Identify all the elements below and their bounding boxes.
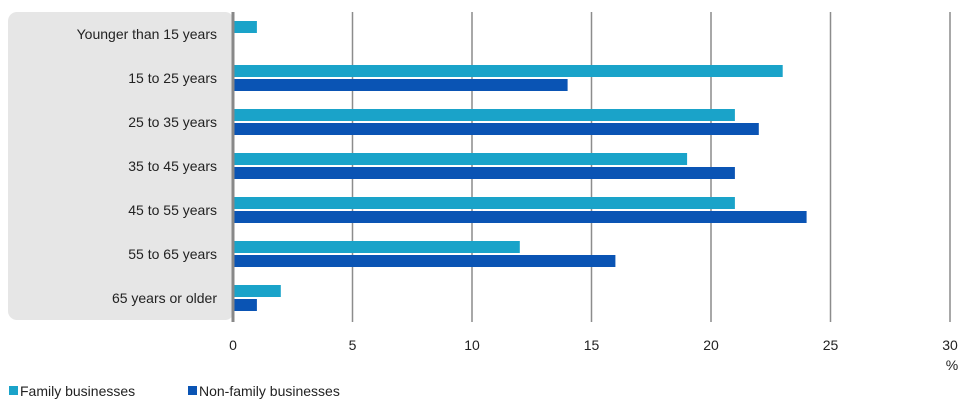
x-tick-label-15: 15 bbox=[584, 337, 600, 353]
x-tick-label-30: 30 bbox=[942, 337, 958, 353]
bar-non-family-businesses-55-to-65-years bbox=[234, 255, 616, 267]
bars bbox=[234, 21, 807, 311]
bar-family-businesses-45-to-55-years bbox=[234, 197, 735, 209]
category-label-younger-than-15-years: Younger than 15 years bbox=[77, 26, 217, 42]
bar-family-businesses-25-to-35-years bbox=[234, 109, 735, 121]
x-axis-unit-label: % bbox=[946, 357, 958, 373]
x-tick-label-5: 5 bbox=[349, 337, 357, 353]
x-axis-tick-labels: 0 5 10 15 20 25 30 bbox=[229, 337, 958, 353]
x-tick-label-20: 20 bbox=[703, 337, 719, 353]
bar-non-family-businesses-25-to-35-years bbox=[234, 123, 759, 135]
x-tick-label-10: 10 bbox=[464, 337, 480, 353]
category-label-35-to-45-years: 35 to 45 years bbox=[128, 158, 217, 174]
bar-family-businesses-55-to-65-years bbox=[234, 241, 520, 253]
bar-non-family-businesses-35-to-45-years bbox=[234, 167, 735, 179]
category-label-65-years-or-older: 65 years or older bbox=[112, 290, 217, 306]
bar-family-businesses-65-years-or-older bbox=[234, 285, 281, 297]
bar-non-family-businesses-15-to-25-years bbox=[234, 79, 568, 91]
bar-family-businesses-younger-than-15-years bbox=[234, 21, 257, 33]
category-labels: Younger than 15 years 15 to 25 years 25 to… bbox=[77, 26, 218, 306]
bar-non-family-businesses-65-years-or-older bbox=[234, 299, 257, 311]
category-label-45-to-55-years: 45 to 55 years bbox=[128, 202, 217, 218]
bar-family-businesses-35-to-45-years bbox=[234, 153, 688, 165]
legend-swatch-non-family-businesses bbox=[188, 386, 197, 395]
legend-swatch-family-businesses bbox=[9, 386, 18, 395]
category-label-panel bbox=[8, 12, 234, 320]
x-tick-label-25: 25 bbox=[823, 337, 839, 353]
bar-non-family-businesses-45-to-55-years bbox=[234, 211, 807, 223]
category-label-15-to-25-years: 15 to 25 years bbox=[128, 70, 217, 86]
x-tick-label-0: 0 bbox=[229, 337, 237, 353]
legend: Family businesses Non-family businesses bbox=[9, 383, 340, 399]
category-label-55-to-65-years: 55 to 65 years bbox=[128, 246, 217, 262]
legend-label-family-businesses: Family businesses bbox=[20, 383, 135, 399]
bar-family-businesses-15-to-25-years bbox=[234, 65, 783, 77]
category-label-25-to-35-years: 25 to 35 years bbox=[128, 114, 217, 130]
legend-label-non-family-businesses: Non-family businesses bbox=[199, 383, 340, 399]
